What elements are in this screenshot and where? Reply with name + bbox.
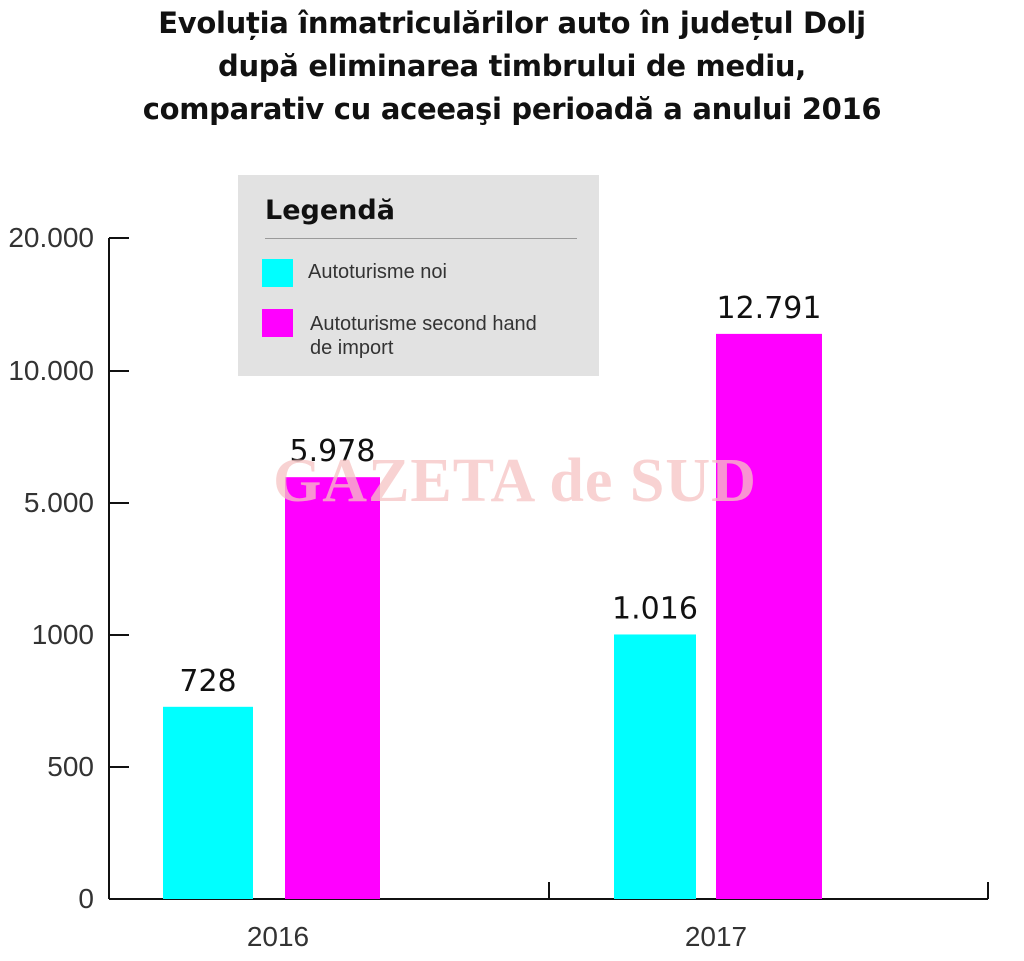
legend-label-imported-cars-line-1: Autoturisme second hand: [310, 313, 537, 335]
y-tick-label: 20.000: [8, 222, 94, 253]
bar: [716, 333, 822, 899]
y-tick-label: 5.000: [24, 487, 94, 518]
legend-title: Legendă: [265, 195, 395, 226]
bar: [285, 477, 380, 899]
watermark: GAZETA de SUD: [273, 447, 757, 515]
chart-title: Evoluția înmatriculărilor auto în județu…: [0, 2, 1024, 131]
legend-label-imported-cars: Autoturisme second hand de import: [310, 312, 570, 360]
y-tick-label: 0: [78, 883, 94, 914]
chart-title-line-3: comparativ cu aceeaşi perioadă a anului …: [142, 92, 882, 126]
legend-label-new-cars: Autoturisme noi: [308, 261, 447, 283]
chart-title-line-2: după eliminarea timbrului de mediu,: [217, 49, 806, 83]
bar: [163, 706, 253, 899]
x-category-label: 2016: [247, 921, 309, 952]
legend: Legendă Autoturisme noi Autoturisme seco…: [238, 175, 599, 376]
y-tick-label: 10.000: [8, 355, 94, 386]
legend-swatch-imported-cars: [262, 309, 293, 337]
y-tick-label: 1000: [32, 619, 94, 650]
x-category-label: 2017: [685, 921, 747, 952]
bar-value-label: 12.791: [717, 291, 822, 326]
y-tick-label: 500: [47, 751, 94, 782]
bar-value-label: 728: [179, 664, 236, 699]
bar: [614, 634, 696, 899]
bar-value-label: 5.978: [290, 434, 376, 469]
legend-divider: [265, 238, 577, 239]
legend-swatch-new-cars: [262, 259, 293, 287]
chart-title-line-1: Evoluția înmatriculărilor auto în județu…: [158, 6, 866, 40]
bar-value-label: 1.016: [612, 591, 698, 626]
legend-label-imported-cars-line-2: de import: [310, 337, 394, 359]
